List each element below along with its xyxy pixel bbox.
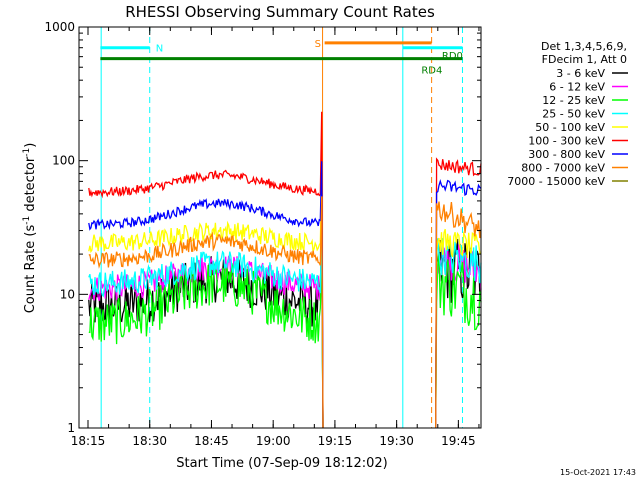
rd-label: RD4 — [421, 66, 442, 77]
x-tick-label: 18:45 — [194, 434, 229, 448]
y-tick-label: 1000 — [44, 20, 75, 34]
x-tick-label: 19:00 — [256, 434, 291, 448]
y-axis-label-sup2: -1 — [22, 148, 32, 157]
legend-header-line-1: Det 1,3,4,5,6,9, — [541, 40, 627, 53]
y-tick-label: 1 — [67, 421, 75, 435]
legend-label: 12 - 25 keV — [542, 94, 605, 107]
y-axis-label-mid: detector — [23, 156, 38, 216]
x-tick-label: 18:15 — [71, 434, 106, 448]
x-axis-label: Start Time (07-Sep-09 18:12:02) — [176, 456, 387, 471]
x-tick-label: 19:15 — [318, 434, 353, 448]
legend-label: 25 - 50 keV — [542, 108, 605, 121]
series-line-7-post — [435, 201, 482, 429]
rd-label: RD0 — [442, 51, 463, 62]
x-tick-label: 18:30 — [132, 434, 167, 448]
y-tick-label: 10 — [60, 287, 75, 301]
series-line-6-post — [435, 178, 482, 429]
x-tick-label: 19:30 — [379, 434, 414, 448]
saa-bar-label: S — [315, 39, 321, 50]
legend: Det 1,3,4,5,6,9, FDecim 1, Att 0 3 - 6 k… — [507, 40, 628, 188]
legend-label: 6 - 12 keV — [549, 81, 605, 94]
series-line-5-pre — [88, 111, 324, 429]
chart-title: RHESSI Observing Summary Count Rates — [125, 3, 435, 21]
legend-label: 7000 - 15000 keV — [507, 175, 605, 188]
series-line-6-pre — [88, 161, 324, 429]
x-tick-label: 19:45 — [441, 434, 476, 448]
series-line-7-pre — [88, 196, 324, 429]
series-line-4-post — [435, 228, 482, 429]
footer-date: 15-Oct-2021 17:43 — [560, 468, 636, 477]
legend-label: 100 - 300 keV — [528, 135, 605, 148]
series-line-2-post — [435, 252, 482, 429]
y-tick-label: 100 — [52, 154, 75, 168]
y-axis-label-sup1: -1 — [22, 216, 32, 225]
legend-label: 800 - 7000 keV — [521, 162, 605, 175]
night-bar-label: N — [156, 44, 163, 55]
y-axis-label-main: Count Rate (s — [23, 225, 38, 314]
legend-label: 300 - 800 keV — [528, 148, 605, 161]
series-line-3-pre — [88, 219, 324, 429]
axes-frame — [78, 26, 482, 429]
legend-label: 3 - 6 keV — [556, 67, 605, 80]
y-axis-label: Count Rate (s-1 detector-1) — [22, 143, 38, 314]
y-axis-label-end: ) — [23, 143, 38, 148]
series-line-5-post — [435, 157, 482, 429]
series-line-4-pre — [88, 179, 324, 429]
legend-label: 50 - 100 keV — [535, 121, 605, 134]
legend-header-line-2: FDecim 1, Att 0 — [542, 53, 627, 66]
series-line-2-pre — [88, 260, 324, 429]
